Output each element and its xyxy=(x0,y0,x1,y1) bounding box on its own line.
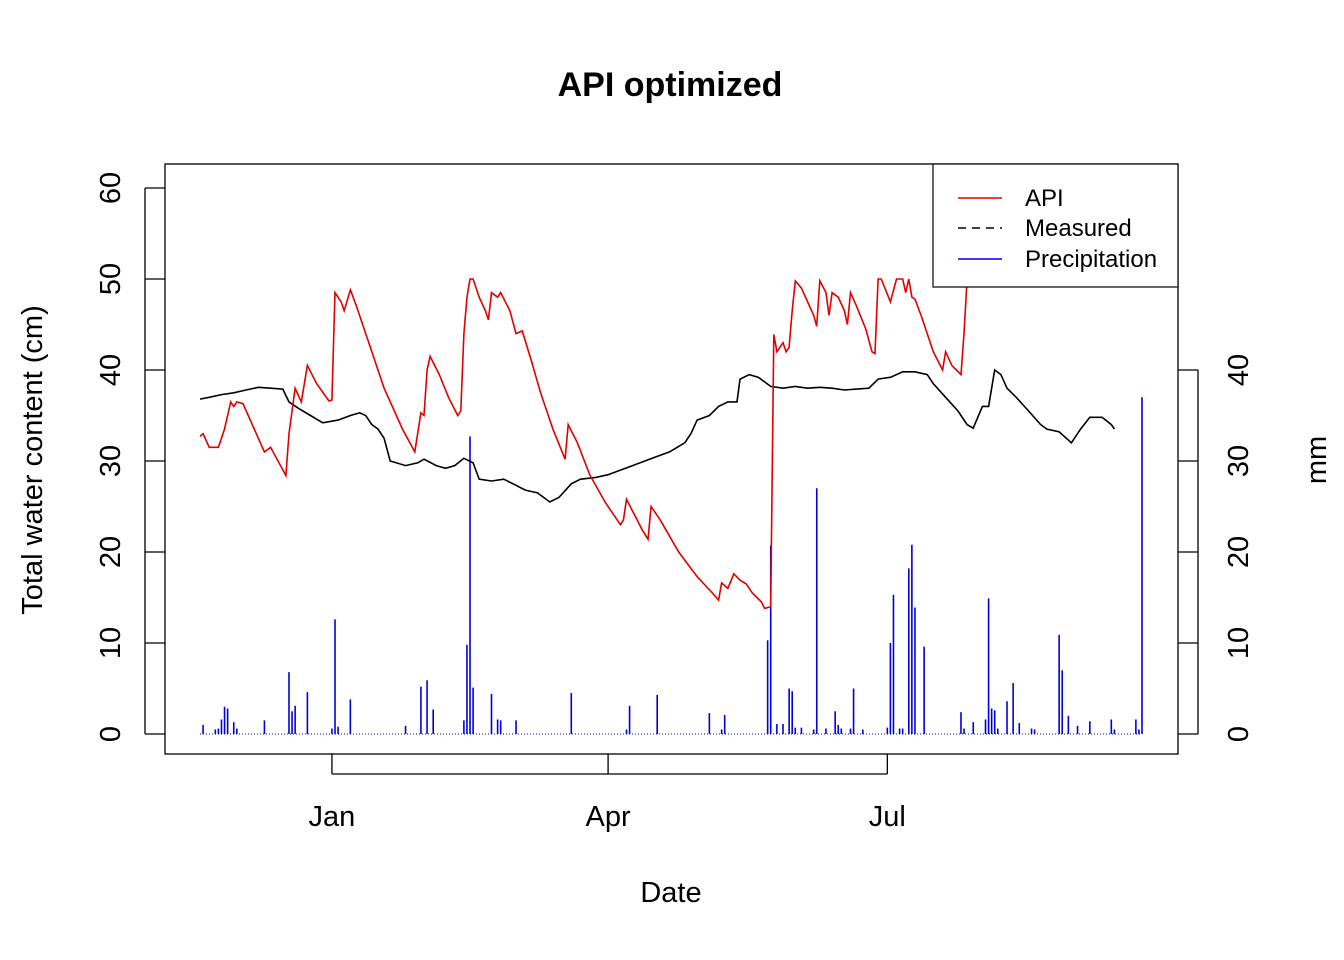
legend-label-precipitation: Precipitation xyxy=(1025,246,1157,273)
y-tick-label: 20 xyxy=(95,536,127,568)
y-axis-label: Total water content (cm) xyxy=(17,305,49,614)
legend-label-api: API xyxy=(1025,185,1064,212)
precipitation-bars xyxy=(200,397,1143,735)
y2-axis-label: mm xyxy=(1301,436,1333,484)
x-tick-label: Apr xyxy=(586,801,631,833)
y-tick-label: 0 xyxy=(95,726,127,742)
y-axis-left: 0 10 20 30 40 50 60 xyxy=(95,172,165,742)
y-tick-label: 10 xyxy=(95,627,127,659)
y-tick-label: 50 xyxy=(95,263,127,295)
x-tick-label: Jan xyxy=(309,801,356,833)
legend: API Measured Precipitation xyxy=(932,163,1179,288)
y-tick-label: 40 xyxy=(95,354,127,386)
x-axis-label: Date xyxy=(640,877,701,909)
api-line xyxy=(199,277,968,610)
y-axis-right: 0 10 20 30 40 xyxy=(1178,354,1255,742)
y2-tick-label: 40 xyxy=(1223,354,1255,386)
y2-tick-label: 10 xyxy=(1223,627,1255,659)
y2-tick-label: 30 xyxy=(1223,445,1255,477)
measured-line xyxy=(199,368,1116,503)
chart-title: API optimized xyxy=(558,66,783,104)
x-axis: Jan Apr Jul xyxy=(309,754,906,833)
y2-tick-label: 0 xyxy=(1223,726,1255,742)
x-tick-label: Jul xyxy=(869,801,906,833)
y2-tick-label: 20 xyxy=(1223,536,1255,568)
legend-label-measured: Measured xyxy=(1025,215,1132,242)
y-tick-label: 60 xyxy=(95,172,127,204)
plot-frame xyxy=(164,163,1179,755)
legend-box xyxy=(932,163,1179,288)
y-tick-label: 30 xyxy=(95,445,127,477)
